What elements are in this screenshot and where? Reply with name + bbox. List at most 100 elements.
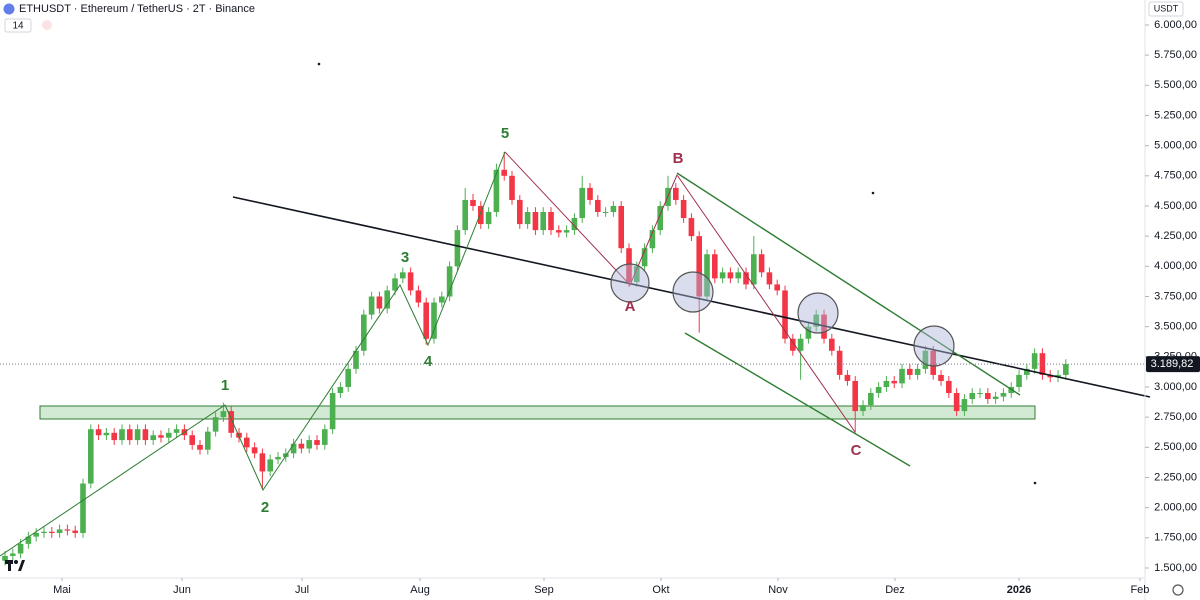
candle-body — [165, 432, 172, 438]
candle-body — [485, 212, 492, 225]
candle-body — [587, 187, 593, 200]
y-tick-label: 1.500,00 — [1154, 562, 1197, 574]
candle-body — [220, 411, 227, 418]
candle-body — [72, 530, 78, 533]
candle-body — [899, 368, 905, 384]
candle-body — [938, 374, 944, 381]
candle-body — [361, 314, 367, 351]
candle-body — [189, 435, 195, 445]
candle-body — [922, 350, 929, 369]
settings-icon[interactable] — [1172, 584, 1184, 596]
candle-body — [134, 429, 141, 441]
candle-body — [400, 272, 406, 279]
y-tick-label: 2.750,00 — [1154, 411, 1197, 423]
symbol-title: ETHUSDT · Ethereum / TetherUS · 2T · Bin… — [19, 3, 255, 15]
candle-body — [868, 393, 874, 406]
wave-label: C — [851, 442, 862, 459]
candle-body — [688, 218, 695, 237]
x-tick-label: Feb — [1130, 584, 1149, 596]
candle-body — [376, 296, 383, 309]
candle-body — [392, 278, 398, 291]
channel-lower — [684, 332, 911, 467]
candle-body — [883, 380, 890, 387]
candle-body — [17, 543, 24, 554]
candle-body — [524, 212, 531, 225]
candle-body — [532, 212, 539, 231]
y-tick-label: 4.500,00 — [1154, 200, 1197, 212]
candle-body — [368, 296, 375, 315]
candle-body — [641, 248, 648, 267]
candle-body — [930, 350, 937, 375]
candle-body — [80, 483, 86, 533]
candle-body — [774, 284, 781, 291]
candle-body — [704, 254, 710, 297]
candle-body — [56, 529, 63, 533]
wave-label: 3 — [401, 249, 409, 266]
dot — [871, 191, 875, 195]
last-price-tag — [1146, 356, 1200, 373]
candle-body — [431, 302, 437, 339]
candle-body — [860, 405, 866, 412]
y-tick-label: 3.750,00 — [1154, 290, 1197, 302]
candle-body — [992, 396, 999, 400]
candle-body — [946, 380, 952, 394]
candle-body — [493, 169, 500, 213]
currency-box[interactable] — [1148, 1, 1184, 17]
candle-body — [743, 272, 749, 285]
candle-body — [275, 456, 281, 460]
candle-body — [290, 443, 297, 454]
candle-body — [87, 429, 94, 484]
candle-body — [548, 212, 554, 231]
candle-body — [41, 531, 47, 533]
trend-line — [232, 196, 1151, 398]
x-tick-label: Aug — [410, 584, 430, 596]
y-tick-label: 4.750,00 — [1154, 170, 1197, 182]
y-tick-label: 4.000,00 — [1154, 260, 1197, 272]
candle-body — [556, 230, 562, 233]
dot — [1033, 481, 1037, 485]
x-tick-label: Jun — [173, 584, 191, 596]
alert-icon[interactable] — [42, 20, 52, 30]
candle-body — [517, 199, 523, 225]
candle-body — [423, 302, 430, 339]
candle-body — [111, 432, 117, 441]
highlight-circle — [672, 271, 714, 313]
candle-body — [813, 314, 820, 327]
candle-body — [712, 254, 718, 279]
candle-body — [251, 447, 258, 454]
x-tick-label: Okt — [652, 584, 669, 596]
candle-body — [462, 199, 469, 231]
candle-body — [501, 169, 508, 176]
indicator-value: 14 — [12, 21, 24, 32]
candle-body — [9, 553, 16, 556]
candle-body — [751, 254, 757, 285]
candle-body — [337, 386, 344, 394]
candle-body — [306, 440, 313, 449]
candle-body — [48, 531, 55, 533]
candle-body — [563, 230, 570, 233]
candle-body — [103, 432, 110, 436]
drawings-back — [39, 405, 1036, 420]
candle-body — [571, 218, 578, 231]
candle-body — [961, 399, 968, 412]
candle-body — [610, 205, 617, 213]
candle-body — [478, 205, 484, 225]
wave-label: 2 — [261, 499, 269, 516]
candle-body — [407, 272, 414, 291]
candle-body — [353, 350, 359, 369]
candle-body — [875, 386, 882, 394]
candle-body — [259, 453, 266, 472]
candle-body — [540, 212, 547, 231]
candle-body — [126, 429, 133, 441]
candle-body — [790, 338, 796, 351]
candle-body — [852, 380, 859, 412]
indicator-badge[interactable] — [4, 18, 32, 33]
x-tick-label: Jul — [295, 584, 309, 596]
y-tick-label: 6.000,00 — [1154, 19, 1197, 31]
dot — [317, 62, 321, 66]
candle-body — [2, 555, 8, 561]
x-tick-label: Mai — [53, 584, 71, 596]
x-tick-label: Nov — [768, 584, 788, 596]
x-tick-label: Dez — [885, 584, 905, 596]
y-tick-label: 3.500,00 — [1154, 321, 1197, 333]
